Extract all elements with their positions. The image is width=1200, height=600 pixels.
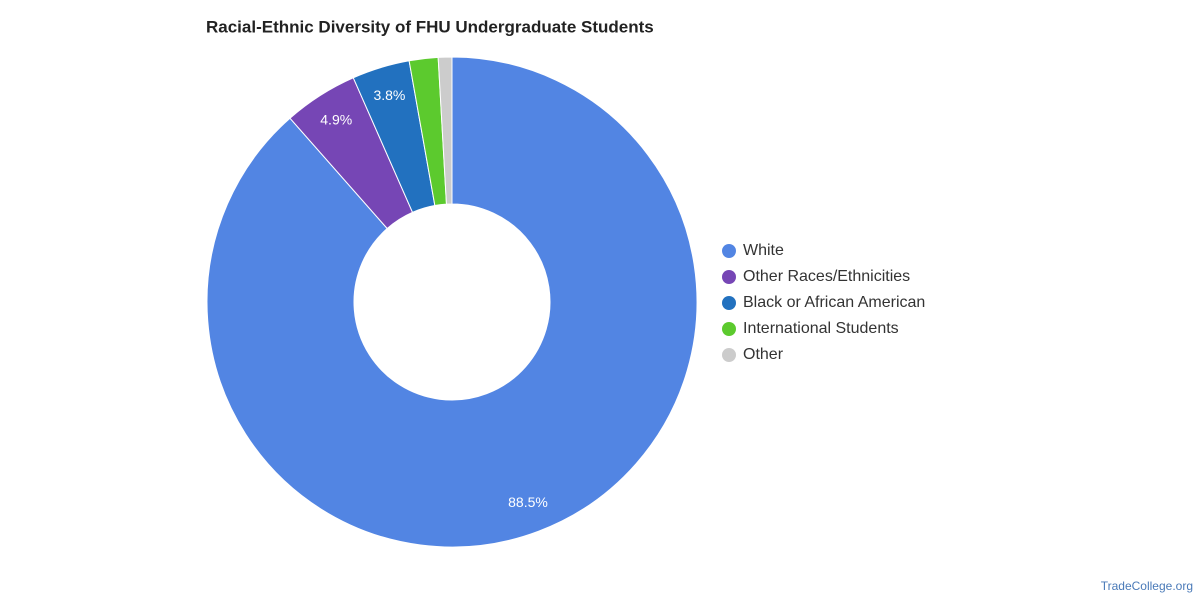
legend-label: White <box>743 242 784 259</box>
legend-swatch <box>722 322 736 336</box>
legend-swatch <box>722 270 736 284</box>
data-label: 4.9% <box>320 112 352 128</box>
slice <box>437 56 453 205</box>
slice <box>206 56 698 548</box>
legend-label: Other <box>743 346 784 363</box>
legend-label: Other Races/Ethnicities <box>743 268 910 285</box>
chart-title: Racial-Ethnic Diversity of FHU Undergrad… <box>206 17 654 36</box>
source: TradeCollege.org <box>1101 579 1193 593</box>
data-label: 3.8% <box>373 87 405 103</box>
legend-swatch <box>722 296 736 310</box>
legend-swatch <box>722 348 736 362</box>
legend-label: Black or African American <box>743 294 925 311</box>
data-label: 88.5% <box>508 494 548 510</box>
legend-swatch <box>722 244 736 258</box>
legend-label: International Students <box>743 320 899 337</box>
